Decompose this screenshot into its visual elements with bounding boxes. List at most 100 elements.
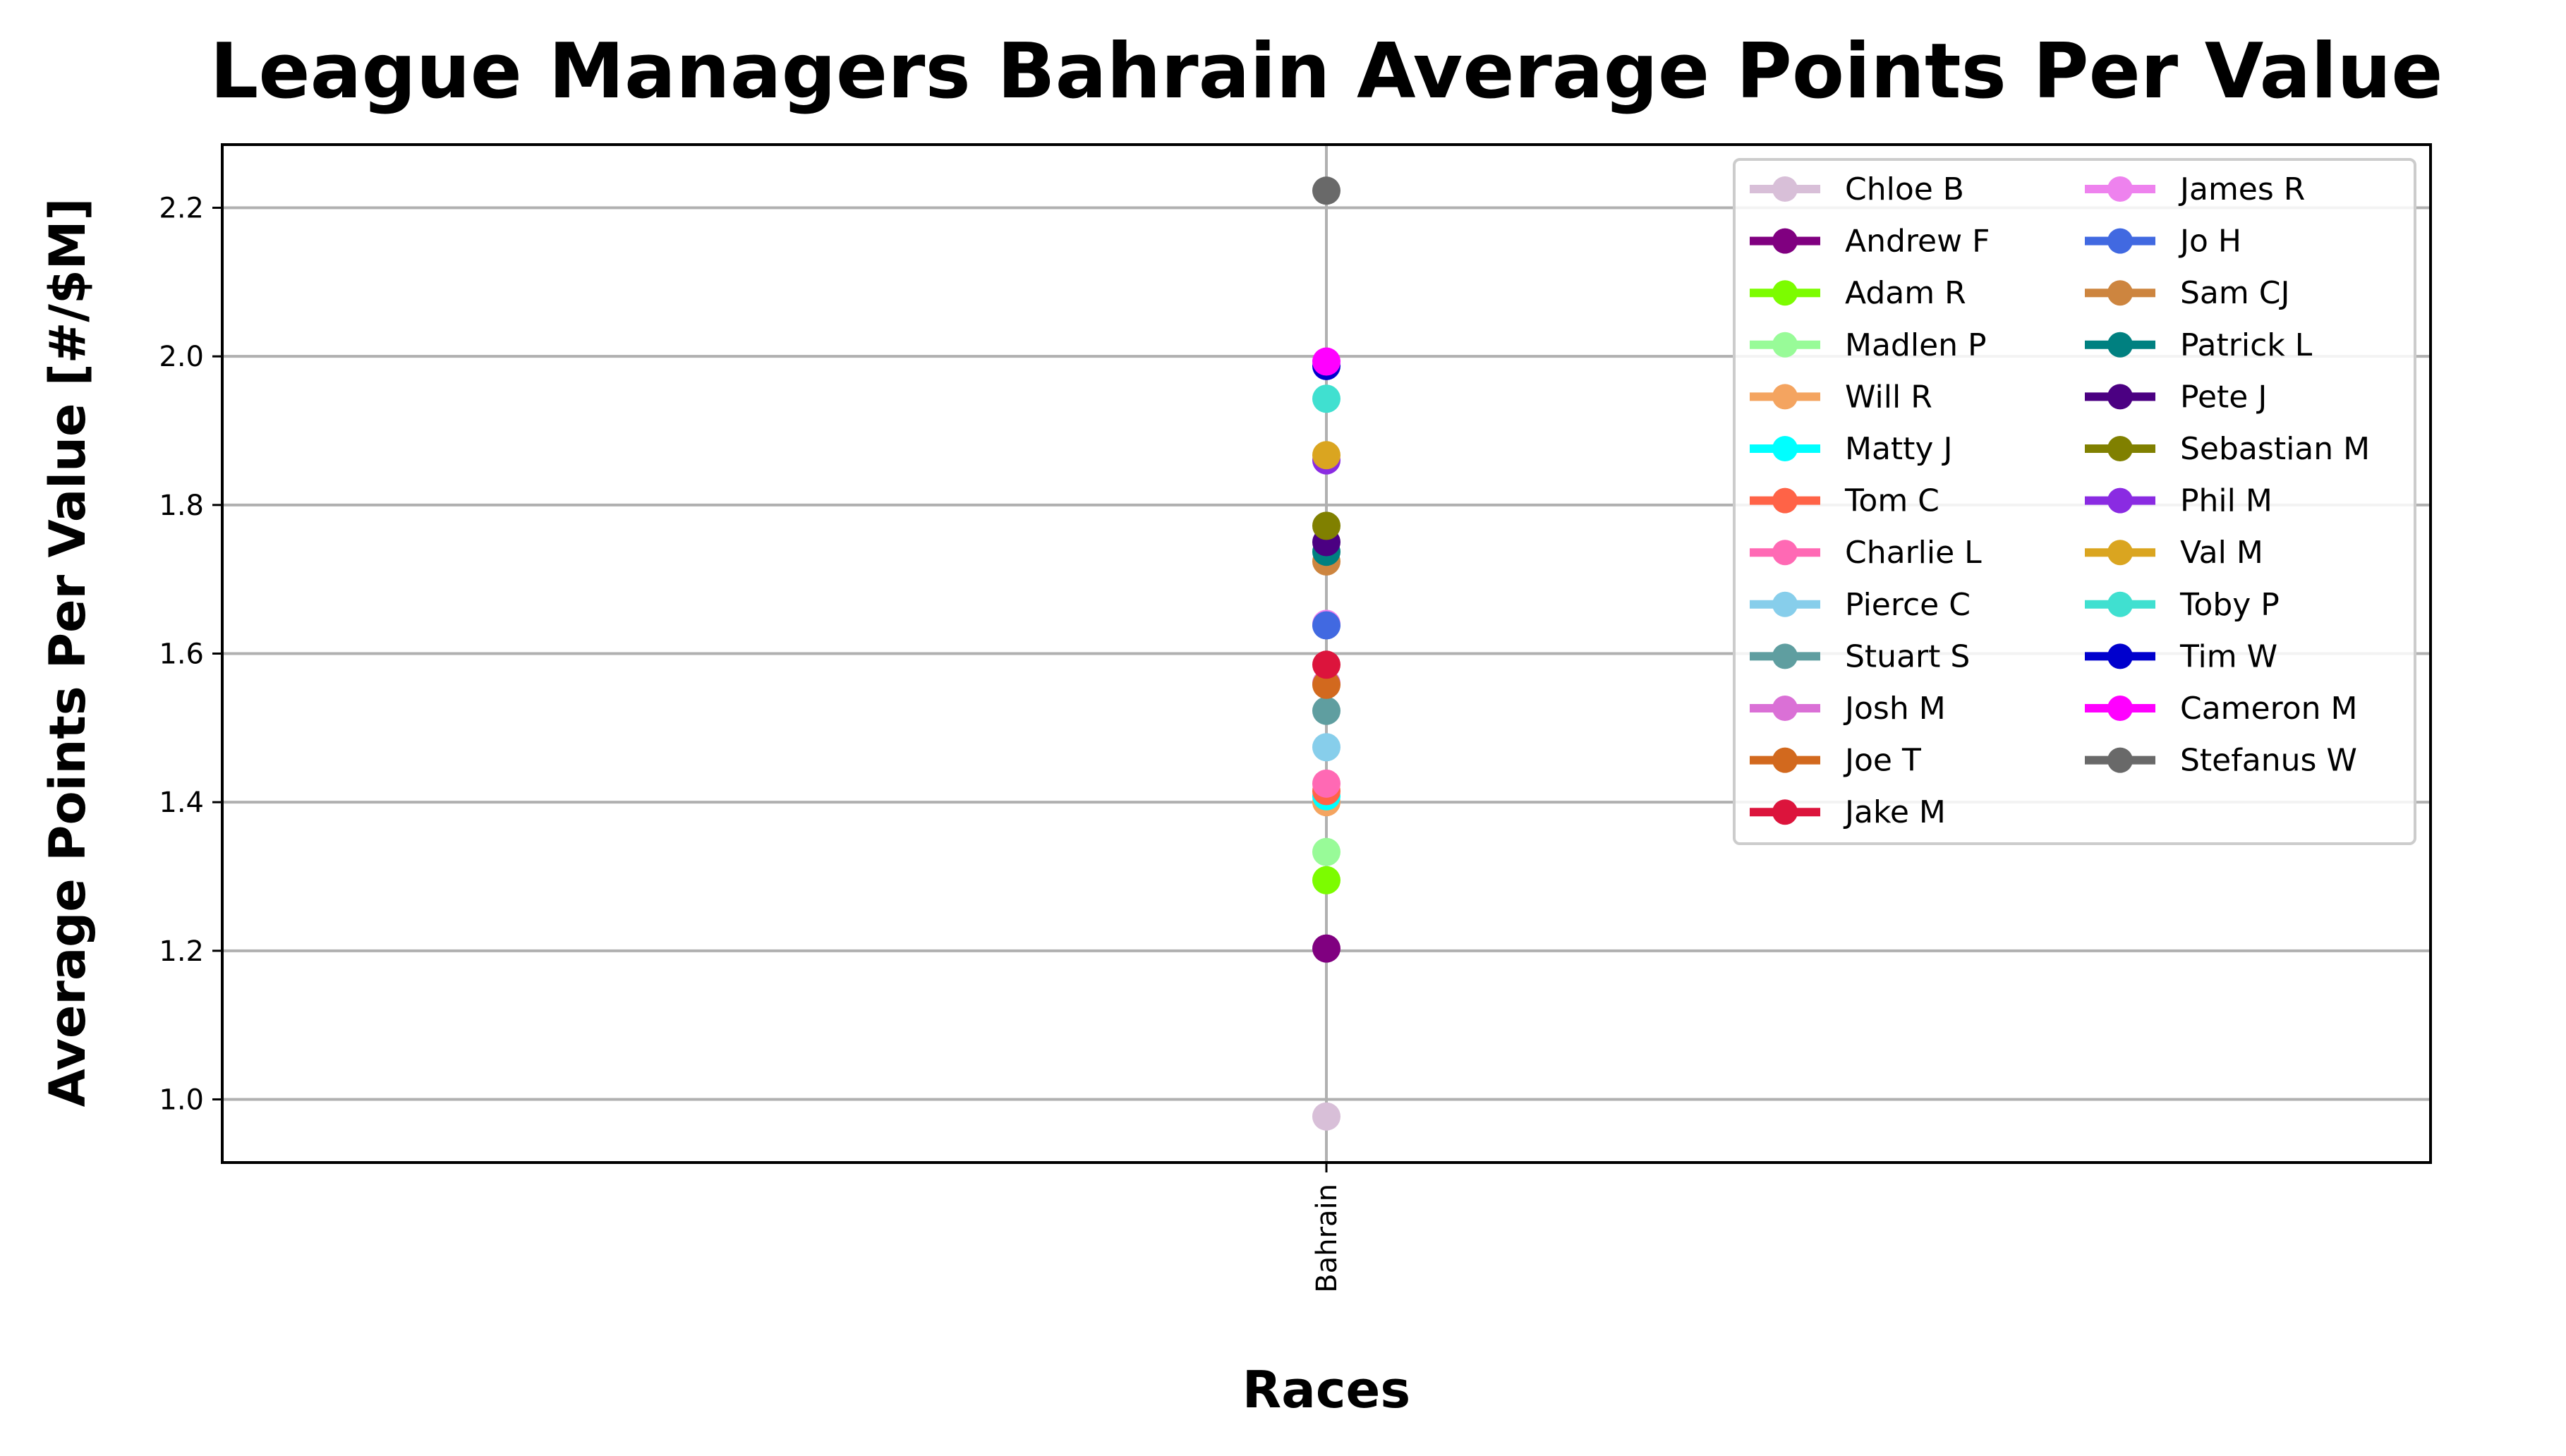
legend-marker	[1772, 799, 1798, 825]
legend-item: Pete J	[2085, 379, 2267, 415]
data-point	[1312, 769, 1341, 798]
data-point	[1312, 611, 1341, 640]
legend-marker	[1772, 332, 1798, 358]
legend-marker	[2107, 643, 2133, 669]
legend-item: Andrew F	[1750, 224, 1990, 260]
legend-item: Sebastian M	[2085, 431, 2370, 467]
data-point	[1312, 1102, 1341, 1131]
x-tick-label: Bahrain	[1311, 1184, 1343, 1293]
legend-item: Patrick L	[2085, 327, 2313, 363]
legend-marker	[2107, 280, 2133, 306]
legend-item: Tom C	[1750, 483, 1939, 519]
legend-label: Stefanus W	[2180, 743, 2357, 779]
legend-marker	[1772, 540, 1798, 566]
y-tick-label: 1.8	[159, 490, 204, 522]
legend-label: Val M	[2180, 535, 2263, 571]
data-point	[1312, 384, 1341, 413]
data-point	[1312, 866, 1341, 894]
legend-label: Jake M	[1843, 794, 1946, 830]
y-tick-label: 1.6	[159, 638, 204, 671]
data-layer	[1312, 176, 1341, 1131]
legend-marker	[2107, 591, 2133, 617]
data-point	[1312, 347, 1341, 376]
legend-label: Madlen P	[1845, 327, 1987, 363]
legend-label: Tom C	[1844, 483, 1939, 519]
legend-marker	[1772, 436, 1798, 461]
legend-marker	[2107, 384, 2133, 410]
legend-label: Pierce C	[1845, 587, 1971, 623]
legend-item: Stuart S	[1750, 638, 1970, 674]
y-tick-label: 1.2	[159, 935, 204, 968]
legend-item: Cameron M	[2085, 691, 2358, 727]
legend-marker	[2107, 176, 2133, 202]
legend-item: Pierce C	[1750, 587, 1971, 623]
legend-item: Matty J	[1750, 431, 1952, 467]
legend-item: Adam R	[1750, 275, 1966, 311]
legend-label: Cameron M	[2180, 691, 2358, 727]
plot-frame	[221, 143, 2432, 1164]
data-point	[1312, 837, 1341, 866]
x-axis-ticks: Bahrain	[1311, 1163, 1343, 1293]
legend-label: Sam CJ	[2180, 275, 2289, 311]
legend-label: Patrick L	[2180, 327, 2313, 363]
legend-marker	[1772, 176, 1798, 202]
data-point	[1312, 650, 1341, 679]
legend-label: Chloe B	[1845, 171, 1964, 207]
legend-marker	[2107, 747, 2133, 773]
legend-label: Joe T	[1843, 743, 1921, 779]
data-point	[1312, 934, 1341, 963]
data-point	[1312, 696, 1341, 725]
legend-label: Charlie L	[1845, 535, 1982, 571]
x-axis-label: Races	[1242, 1360, 1410, 1419]
legend-marker	[1772, 747, 1798, 773]
legend: Chloe B Andrew F Adam R Madlen P Will R Matty…	[1733, 158, 2416, 845]
data-point	[1312, 176, 1341, 205]
legend-item: Will R	[1750, 379, 1932, 415]
legend-item: Phil M	[2085, 483, 2273, 519]
legend-marker	[1772, 280, 1798, 306]
legend-item: Jo H	[2085, 224, 2241, 260]
y-axis-ticks: 1.0 1.2 1.4 1.6 1.8 2.0 2.2	[159, 193, 222, 1116]
legend-label: Pete J	[2180, 379, 2267, 415]
data-point	[1312, 441, 1341, 470]
legend-marker	[1772, 696, 1798, 721]
legend-item: Chloe B	[1750, 171, 1964, 207]
legend-item: Madlen P	[1750, 327, 1987, 363]
legend-label: Toby P	[2179, 587, 2280, 623]
legend-marker	[2107, 332, 2133, 358]
y-tick-label: 2.0	[159, 341, 204, 373]
legend-marker	[1772, 384, 1798, 410]
legend-marker	[1772, 591, 1798, 617]
legend-label: Adam R	[1845, 275, 1966, 311]
y-tick-label: 2.2	[159, 193, 204, 225]
legend-marker	[2107, 228, 2133, 254]
legend-label: Stuart S	[1845, 638, 1970, 674]
legend-item: Val M	[2085, 535, 2263, 571]
legend-item: James R	[2085, 171, 2305, 207]
data-point	[1312, 511, 1341, 540]
legend-item: Josh M	[1750, 691, 1946, 727]
legend-item: Joe T	[1750, 743, 1921, 779]
y-tick-label: 1.4	[159, 787, 204, 819]
data-point	[1312, 670, 1341, 699]
legend-item: Charlie L	[1750, 535, 1982, 571]
legend-item: Stefanus W	[2085, 743, 2357, 779]
legend-label: Tim W	[2179, 638, 2277, 674]
legend-marker	[2107, 696, 2133, 721]
chart-title: League Managers Bahrain Average Points P…	[210, 28, 2443, 116]
legend-label: Sebastian M	[2180, 431, 2370, 467]
legend-marker	[1772, 228, 1798, 254]
legend-item: Jake M	[1750, 794, 1946, 830]
y-axis-label: Average Points Per Value [#/$M]	[39, 198, 97, 1108]
legend-label: James R	[2178, 171, 2305, 207]
legend-marker	[1772, 643, 1798, 669]
legend-marker	[2107, 487, 2133, 514]
legend-marker	[2107, 540, 2133, 566]
legend-item: Toby P	[2085, 587, 2280, 623]
data-point	[1312, 733, 1341, 762]
legend-label: Matty J	[1845, 431, 1952, 467]
legend-item: Sam CJ	[2085, 275, 2289, 311]
legend-label: Jo H	[2178, 224, 2241, 260]
legend-label: Andrew F	[1845, 224, 1990, 260]
